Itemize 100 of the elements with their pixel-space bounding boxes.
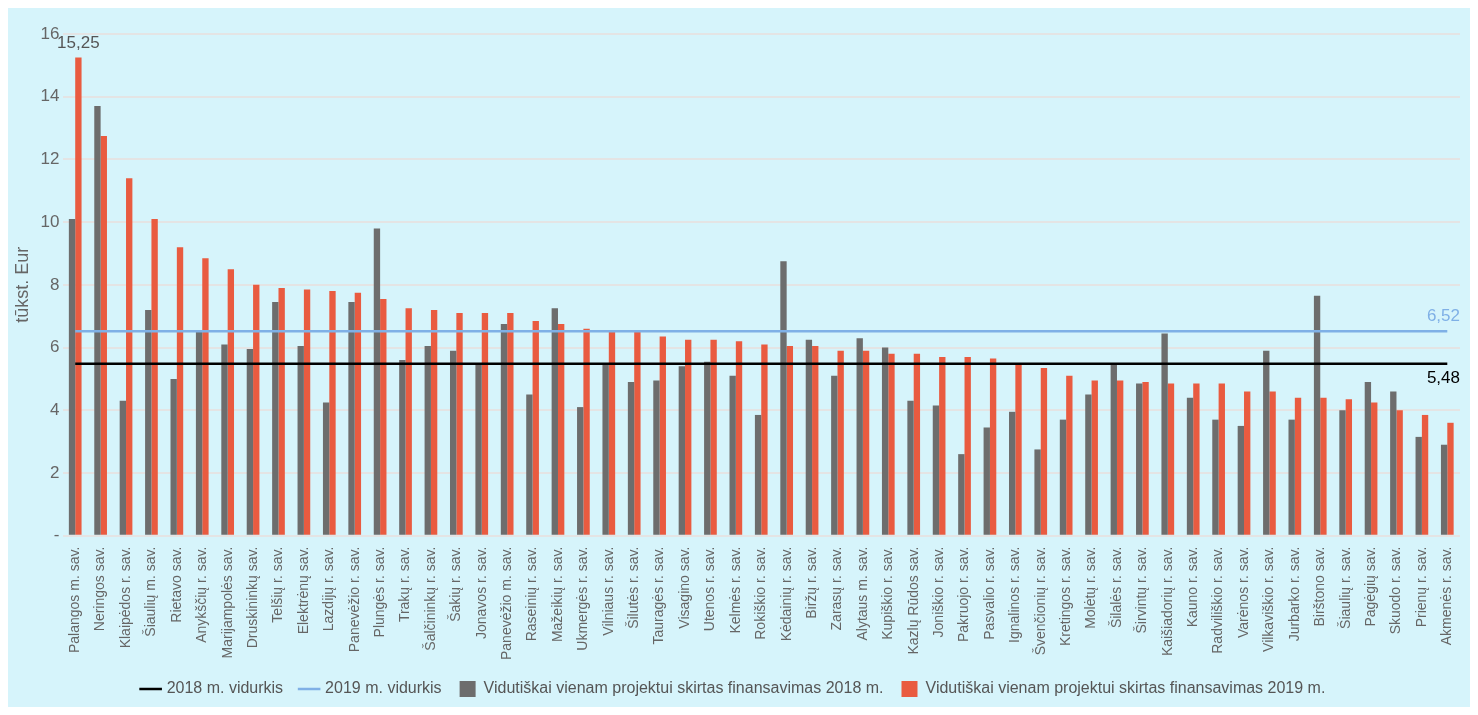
bar [837,350,844,535]
bar [913,353,921,535]
x-tick-label: Lazdijų r. sav. [320,546,337,632]
bar [831,375,838,535]
bar [761,344,768,535]
legend-label: Vidutiškai vienam projektui skirtas finansavimas 2018 m. [483,679,884,697]
bar [939,356,946,535]
bar [583,328,590,535]
bar [1244,391,1251,535]
bar [373,228,381,535]
x-tick-label: Trakų r. sav. [396,546,413,623]
bar [710,339,717,535]
bar [608,331,616,535]
x-tick-label: Kelmės r. sav. [726,546,743,634]
x-tick-label: Tauragės r. sav. [650,546,667,645]
x-tick-label: Marijampolės sav. [218,546,235,659]
x-tick-label: Kazlų Rūdos sav. [904,546,921,655]
bar [145,309,152,535]
x-tick-label: Utenos r. sav. [701,546,718,632]
x-tick-label: Širvintų r. sav. [1133,546,1150,634]
bar [1313,295,1321,535]
bar [983,427,990,535]
bar [119,400,127,535]
bar [94,106,101,535]
x-tick-label: Neringos sav. [91,546,108,632]
x-tick-label: Šilalės r. sav. [1107,546,1124,629]
bar [958,454,965,535]
bar [475,364,482,535]
y-tick-label: 2 [50,462,60,482]
bar [1364,382,1372,535]
bar [659,336,666,535]
bar [227,269,235,535]
x-tick-label: Šakių r. sav. [447,546,464,622]
x-tick-label: Ukmergės r. sav. [574,546,591,651]
x-tick-label: Molėtų r. sav. [1082,546,1099,629]
x-tick-label: Radviliškio r. sav. [1209,546,1226,654]
bar [405,308,412,535]
bar [805,339,813,535]
x-tick-label: Vilkaviškio r. sav. [1260,546,1277,652]
x-tick-label: Mažeikių r. sav. [548,546,565,643]
bar [303,289,311,535]
y-tick-label: 8 [50,274,60,294]
x-tick-label: Pasvalio r. sav. [980,546,997,640]
bar [278,287,285,535]
bar [1447,422,1454,535]
x-tick-label: Elektrėnų sav. [294,546,311,635]
bar [1218,383,1225,535]
bar [634,331,641,535]
x-tick-label: Plungės r. sav. [370,546,387,638]
bar [329,291,336,535]
bar [1161,333,1168,535]
x-tick-label: Kupiškio r. sav. [879,546,896,640]
x-tick-label: Biržų r. sav. [802,546,819,619]
bar [729,375,736,535]
bar [1371,402,1378,535]
bar [1091,380,1098,535]
x-tick-label: Pakruojo r. sav. [955,546,972,643]
bar [881,347,889,535]
bar [551,308,558,535]
bar [1294,397,1302,535]
bar [1008,411,1016,535]
y-tick-label: 16 [40,23,60,43]
bar [532,320,539,535]
bar [151,218,158,535]
x-tick-label: Birštono sav. [1311,546,1328,627]
x-tick-label: Jonavos r. sav. [472,546,489,639]
bar [1167,383,1175,535]
y-tick-label: 12 [40,149,60,169]
bar [221,344,228,535]
x-tick-label: Kėdainių r. sav. [777,546,794,642]
x-tick-label: Panevėžio m. sav. [498,546,515,661]
bar [1015,363,1022,535]
bar [354,292,362,535]
bar [1059,419,1067,535]
x-tick-label: Panevėžio r. sav. [345,546,362,653]
bar [380,298,387,535]
bar [348,302,355,535]
x-tick-label: Joniškio r. sav. [929,546,946,638]
y-tick-label: 4 [50,399,60,419]
bar [1136,383,1143,535]
bar [932,405,940,535]
x-tick-label: Šilutės r. sav. [625,546,642,629]
bar [1186,397,1194,535]
y-tick-label: 6 [50,337,60,357]
x-tick-label: Druskininkų sav. [243,546,260,649]
y-axis-title: tūkst. Eur [11,246,32,323]
bar [68,218,76,535]
bar [1339,410,1346,535]
y-tick-label: - [53,525,60,545]
data-label: 6,52 [1426,306,1460,326]
bar [202,258,209,535]
bar [297,345,304,535]
x-tick-label: Palangos m. sav. [66,546,83,654]
x-tick-label: Klaipėdos r. sav. [116,546,133,649]
x-tick-label: Visagino sav. [675,546,692,629]
x-tick-label: Telšių r. sav. [269,546,286,623]
bar [602,363,609,535]
bar [735,341,743,535]
bar [1085,394,1092,535]
bar [1263,350,1270,535]
